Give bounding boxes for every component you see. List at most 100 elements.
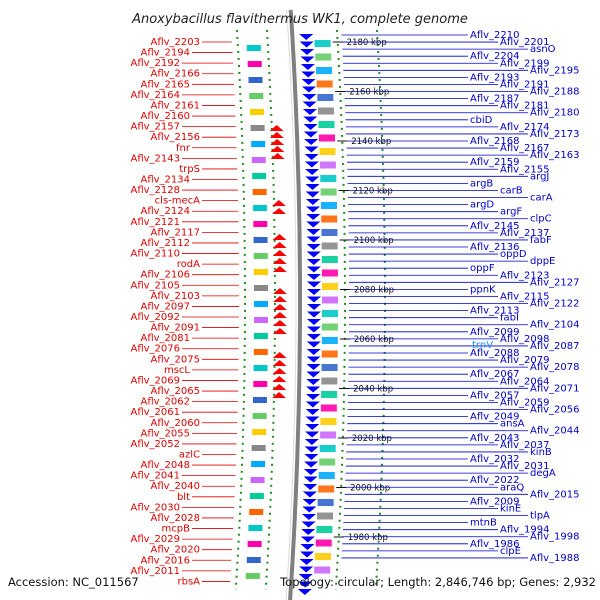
gene-label-right: Aflv_2057 xyxy=(470,390,520,401)
reverse-gene-arrow xyxy=(303,476,318,483)
reverse-gene-arrow xyxy=(298,574,313,580)
reverse-gene-arrow xyxy=(306,371,321,378)
feature-block-right xyxy=(319,148,336,155)
gene-label-left: Aflv_2117 xyxy=(150,227,200,238)
reverse-gene-arrow xyxy=(302,109,317,115)
gene-label-left: Aflv_2105 xyxy=(130,280,180,291)
reverse-gene-arrow xyxy=(306,229,321,235)
forward-gene-arrow xyxy=(272,328,287,334)
reverse-gene-arrow xyxy=(300,536,315,543)
gene-label-right: Aflv_2088 xyxy=(470,348,520,359)
ruler-tick-label: 2040 kbp xyxy=(353,385,393,395)
gene-label-left: rbsA xyxy=(177,576,200,587)
gene-label-left: fnr xyxy=(176,143,191,154)
gene-label-right: Aflv_2087 xyxy=(530,341,580,352)
feature-block-left xyxy=(249,509,264,515)
reverse-gene-arrow xyxy=(301,71,316,78)
track-guide-0 xyxy=(234,29,246,591)
gene-label-left: Aflv_2103 xyxy=(150,291,200,302)
gene-label-right: Aflv_2059 xyxy=(500,397,550,408)
reverse-gene-arrow xyxy=(306,289,321,295)
reverse-gene-arrow xyxy=(302,499,317,505)
gene-label-right: mtnB xyxy=(470,518,497,529)
forward-gene-arrow xyxy=(269,125,284,131)
feature-block-left xyxy=(246,557,261,563)
feature-block-right xyxy=(321,310,338,317)
feature-block-right xyxy=(320,188,337,196)
feature-block-left xyxy=(253,381,268,387)
gene-label-left: Aflv_2040 xyxy=(150,481,200,492)
reverse-gene-arrow xyxy=(306,311,321,318)
reverse-gene-arrow xyxy=(300,64,315,70)
reverse-gene-arrow xyxy=(305,169,320,175)
feature-block-left xyxy=(249,493,264,499)
reverse-gene-arrow xyxy=(302,506,317,513)
gene-label-left: Aflv_2203 xyxy=(150,37,200,48)
reverse-gene-arrow xyxy=(302,94,317,100)
gene-label-right: Aflv_2122 xyxy=(530,299,580,310)
ruler-tick-label: 2020 kbp xyxy=(352,434,392,444)
forward-gene-arrow xyxy=(272,266,287,272)
feature-block-left xyxy=(251,157,266,163)
gene-label-right: dppE xyxy=(530,256,555,267)
feature-block-right xyxy=(321,391,338,398)
gene-label-right: Aflv_1998 xyxy=(530,532,580,543)
track-guide-3 xyxy=(374,29,386,591)
gene-label-right: Aflv_2043 xyxy=(470,433,520,444)
gene-label-left: mscL xyxy=(164,365,190,376)
map-title: Anoxybacillus flavithermus WK1, complete… xyxy=(131,12,468,27)
reverse-gene-arrow xyxy=(303,116,318,123)
ruler-tick-label: 2100 kbp xyxy=(354,236,394,246)
reverse-gene-arrow xyxy=(306,326,321,333)
ruler-tick-label: 2120 kbp xyxy=(353,187,393,197)
forward-gene-arrow xyxy=(272,250,287,256)
gene-label-left: Aflv_2030 xyxy=(130,502,180,513)
reverse-gene-arrow xyxy=(302,491,317,498)
gene-label-right: Aflv_2115 xyxy=(500,291,550,302)
ruler-tick-label: 2160 kbp xyxy=(349,88,389,98)
feature-block-left xyxy=(249,109,264,115)
gene-label-left: Aflv_2124 xyxy=(140,206,190,217)
gene-label-right: Aflv_2155 xyxy=(500,164,550,175)
reverse-gene-arrow xyxy=(305,184,320,190)
feature-block-left xyxy=(248,77,263,83)
ruler-tick-label: 1980 kbp xyxy=(348,533,388,543)
reverse-gene-arrow xyxy=(300,551,315,558)
reverse-gene-arrow xyxy=(300,544,315,550)
reverse-gene-arrow xyxy=(306,259,321,265)
feature-block-left xyxy=(247,541,262,547)
forward-gene-arrow xyxy=(272,304,287,310)
reverse-gene-arrow xyxy=(303,124,318,130)
forward-gene-arrow xyxy=(272,384,287,390)
reverse-gene-arrow xyxy=(306,394,321,400)
feature-block-right xyxy=(320,418,337,425)
gene-label-right: Aflv_2199 xyxy=(500,58,550,69)
gene-label-left: blt xyxy=(177,492,190,503)
feature-block-left xyxy=(253,253,268,259)
gene-label-left: Aflv_2028 xyxy=(150,513,200,524)
gene-label-right: Aflv_2195 xyxy=(530,65,580,76)
gene-label-right: Aflv_2015 xyxy=(530,489,580,500)
gene-label-right: ansA xyxy=(500,419,525,430)
gene-label-right: Aflv_2188 xyxy=(530,87,580,98)
forward-gene-arrow xyxy=(270,146,285,152)
gene-label-right: Aflv_2168 xyxy=(470,136,520,147)
feature-block-right xyxy=(321,256,338,263)
feature-block-right xyxy=(321,215,338,223)
gene-label-left: Aflv_2076 xyxy=(130,344,180,355)
feature-block-left xyxy=(253,237,268,243)
gene-label-right: asnO xyxy=(530,44,556,55)
gene-label-right: Aflv_2187 xyxy=(470,94,520,105)
feature-block-left xyxy=(253,205,268,211)
forward-gene-arrow xyxy=(272,288,287,294)
feature-block-right xyxy=(314,40,331,47)
reverse-gene-arrow xyxy=(305,416,320,423)
feature-block-left xyxy=(247,61,262,67)
gene-label-right: araQ xyxy=(500,482,524,493)
feature-block-left xyxy=(248,525,263,531)
feature-block-right xyxy=(319,445,336,452)
gene-label-right: Aflv_2136 xyxy=(470,242,520,253)
reverse-gene-arrow xyxy=(304,146,319,153)
feature-block-right xyxy=(319,458,336,466)
